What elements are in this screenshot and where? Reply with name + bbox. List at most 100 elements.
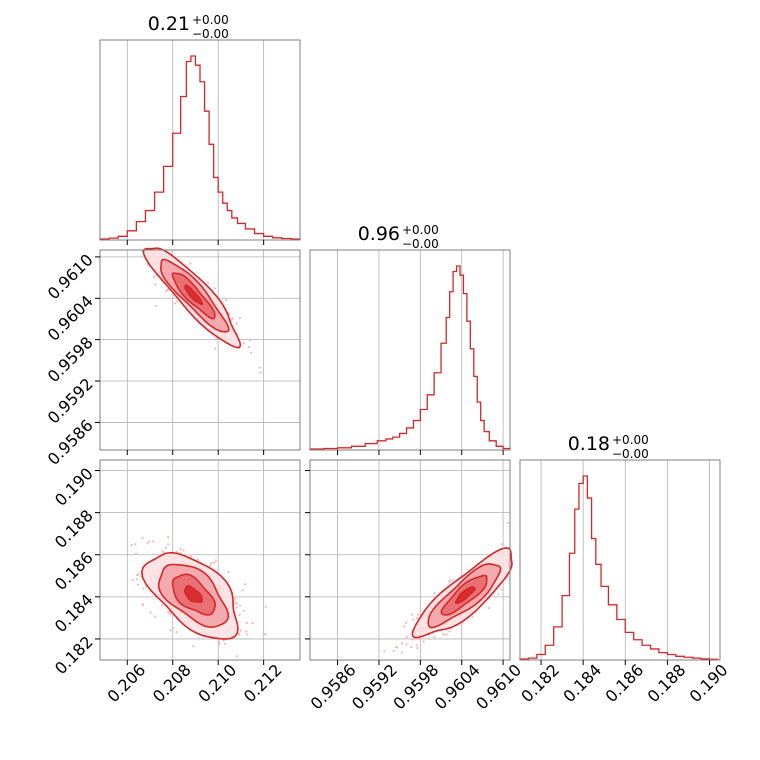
sample-point	[136, 583, 140, 586]
sample-point	[214, 347, 217, 350]
x-tick-label: 0.182	[517, 660, 563, 706]
sample-point	[405, 635, 408, 639]
sample-point	[161, 603, 164, 607]
sample-point	[148, 540, 151, 543]
sample-point	[244, 583, 247, 586]
sample-point	[235, 602, 239, 605]
sample-point	[422, 640, 425, 643]
sample-point	[500, 543, 504, 546]
x-tick-label: 0.186	[601, 660, 647, 706]
panel-title-lower: −0.00	[192, 27, 229, 41]
x-tick-label: 0.184	[559, 660, 605, 706]
sample-point	[135, 578, 138, 581]
y-tick-label: 0.9586	[44, 416, 97, 469]
y-tick-label: 0.188	[51, 506, 97, 552]
sample-point	[154, 304, 157, 308]
sample-point	[245, 621, 248, 624]
sample-point	[501, 588, 504, 591]
sample-point	[239, 629, 242, 632]
sample-point	[217, 640, 221, 644]
sample-point	[213, 287, 216, 290]
joint-p2-p0-contour-3	[183, 584, 203, 604]
sample-point	[416, 613, 419, 616]
sample-point	[392, 649, 395, 652]
sample-point	[262, 633, 265, 636]
sample-point	[175, 631, 178, 634]
hist-p1-frame	[309, 249, 511, 451]
joint-p1-p0-contour-3	[184, 284, 204, 306]
sample-point	[411, 638, 414, 641]
sample-point	[460, 622, 463, 626]
sample-point	[190, 555, 193, 558]
sample-point	[167, 610, 170, 614]
sample-point	[264, 605, 267, 608]
y-tick-label: 0.182	[51, 632, 97, 678]
sample-point	[241, 589, 244, 592]
y-tick-label: 0.190	[51, 464, 97, 510]
sample-point	[130, 543, 133, 547]
joint-p2-p1-contour-3	[454, 586, 476, 604]
sample-point	[249, 351, 252, 354]
sample-point	[135, 573, 139, 577]
sample-point	[497, 593, 500, 596]
joint-p2-p1-grid	[310, 460, 510, 660]
sample-point	[165, 290, 168, 293]
sample-point	[142, 587, 145, 590]
sample-point	[445, 633, 448, 636]
sample-point	[131, 578, 134, 582]
x-tick-label: 0.9592	[348, 660, 401, 713]
panel-title-value: 0.18	[568, 433, 610, 455]
sample-point	[238, 604, 242, 607]
sample-point	[394, 646, 398, 649]
sample-point	[231, 317, 234, 320]
sample-point	[197, 637, 200, 640]
x-tick-label: 0.190	[686, 660, 732, 706]
x-tick-label: 0.210	[194, 660, 240, 706]
joint-p1-p0-frame	[99, 249, 301, 451]
sample-point	[400, 651, 403, 654]
y-tick-label: 0.186	[51, 548, 97, 594]
y-tick-label: 0.9592	[44, 374, 97, 427]
joint-p2-p1-frame	[309, 459, 511, 661]
sample-point	[412, 618, 415, 621]
sample-point	[214, 559, 217, 562]
sample-point	[210, 562, 213, 565]
sample-point	[415, 617, 419, 620]
x-tick-label: 0.188	[644, 660, 690, 706]
sample-point	[176, 300, 179, 303]
sample-point	[247, 345, 251, 349]
x-tick-label: 0.9604	[431, 660, 484, 713]
sample-point	[152, 540, 155, 543]
sample-point	[443, 633, 446, 636]
sample-point	[238, 613, 241, 616]
hist-p2-step	[519, 475, 719, 660]
sample-point	[169, 629, 172, 632]
panel-title-upper: +0.00	[402, 223, 439, 237]
sample-point	[259, 366, 262, 369]
sample-point	[451, 579, 454, 582]
sample-point	[225, 299, 228, 302]
sample-point	[206, 281, 210, 284]
sample-point	[146, 542, 149, 545]
sample-point	[141, 604, 144, 607]
sample-point	[154, 615, 157, 618]
sample-point	[192, 645, 195, 648]
panel-title-value: 0.96	[358, 223, 400, 245]
panel-title-lower: −0.00	[612, 447, 649, 461]
x-tick-label: 0.206	[104, 660, 150, 706]
hist-p0-frame	[99, 39, 301, 241]
sample-point	[212, 561, 215, 564]
panel-title-lower: −0.00	[402, 237, 439, 251]
y-tick-label: 0.9598	[44, 333, 97, 386]
hist-p2-frame	[519, 459, 721, 661]
panel-title-upper: +0.00	[192, 13, 229, 27]
y-tick-label: 0.184	[51, 590, 97, 636]
sample-point	[134, 542, 137, 546]
sample-point	[167, 535, 170, 539]
sample-point	[242, 342, 245, 345]
hist-p1-step	[309, 265, 511, 450]
sample-point	[471, 615, 474, 618]
sample-point	[245, 630, 248, 633]
sample-point	[264, 633, 267, 636]
sample-point	[154, 283, 157, 286]
